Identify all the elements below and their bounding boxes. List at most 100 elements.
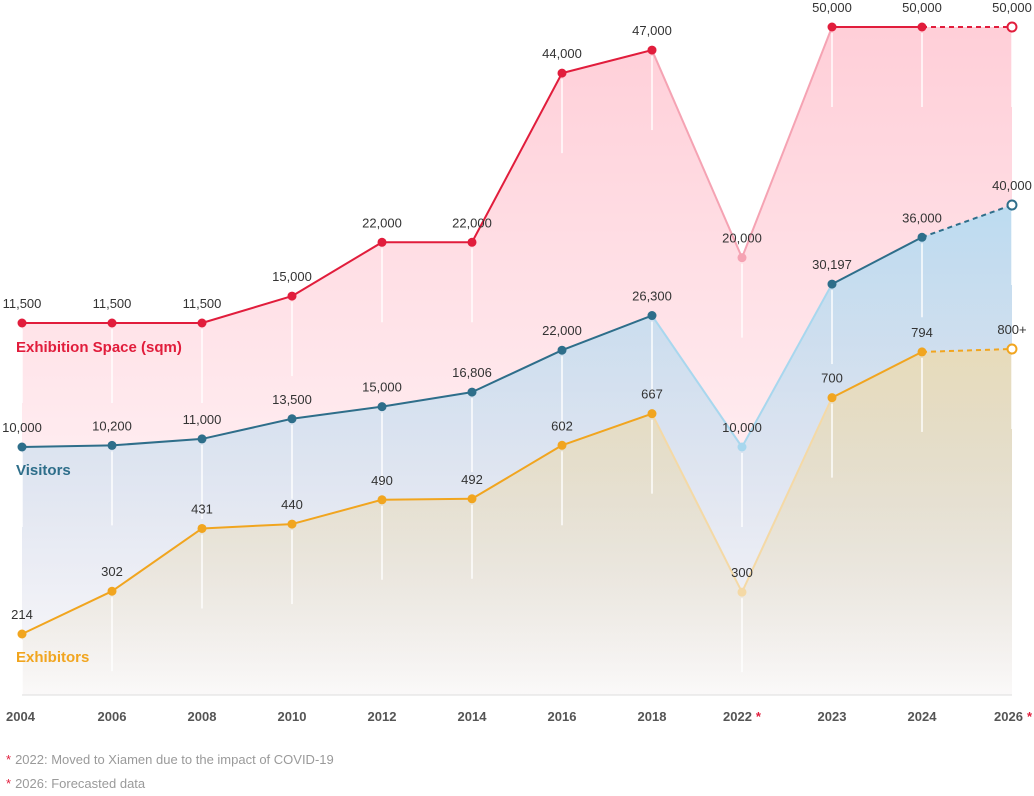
data-label-exhibition_space: 11,500 [93, 296, 132, 311]
data-label-exhibitors: 700 [821, 371, 843, 386]
point-exhibitors [1006, 343, 1018, 355]
data-label-visitors: 36,000 [902, 210, 942, 225]
x-tick-label: 2024 [908, 709, 938, 724]
point-visitors [917, 232, 927, 242]
line-segment-exhibition_space [741, 26, 833, 259]
point-visitors [737, 442, 747, 452]
x-tick-label: 2006 [98, 709, 127, 724]
point-visitors [557, 345, 567, 355]
point-exhibitors [647, 409, 657, 419]
data-label-exhibition_space: 47,000 [632, 23, 672, 38]
point-exhibitors [377, 495, 387, 505]
data-label-exhibitors: 440 [281, 497, 303, 512]
line-segment-exhibitors [831, 351, 923, 399]
line-segment-visitors [741, 283, 833, 448]
series-label-visitors: Visitors [16, 462, 71, 479]
line-segment-visitors [111, 437, 203, 447]
footnote-text: 2022: Moved to Xiamen due to the impact … [15, 752, 334, 767]
x-tick-label: 2008 [188, 709, 217, 724]
point-exhibition_space [557, 68, 567, 78]
point-exhibition_space [1006, 21, 1018, 33]
point-exhibition_space [197, 318, 207, 328]
data-label-exhibitors: 800+ [997, 322, 1026, 337]
data-label-exhibition_space: 11,500 [3, 296, 42, 311]
point-exhibitors [287, 519, 297, 529]
line-segment-exhibition_space [651, 49, 743, 259]
x-tick-label: 2026 * [994, 709, 1033, 724]
point-exhibitors [557, 440, 567, 450]
point-exhibitors [917, 347, 927, 357]
line-segment-visitors [921, 204, 1013, 239]
x-tick-label: 2016 [548, 709, 577, 724]
point-exhibition_space [17, 318, 27, 328]
data-label-exhibitors: 667 [641, 387, 663, 402]
point-visitors [467, 387, 477, 397]
data-label-visitors: 11,000 [183, 412, 222, 427]
line-segment-exhibitors [921, 348, 1013, 353]
line-segment-exhibitors [291, 498, 383, 526]
x-tick-label: 2022 * [723, 709, 762, 724]
line-segment-visitors [21, 444, 113, 448]
data-label-visitors: 40,000 [992, 178, 1032, 193]
data-label-exhibition_space: 50,000 [902, 0, 942, 15]
line-segment-exhibitors [381, 497, 473, 501]
point-exhibitors [827, 393, 837, 403]
data-label-exhibition_space: 44,000 [542, 46, 582, 61]
footnote-marker: * [6, 776, 12, 791]
line-segment-visitors [381, 391, 473, 408]
footnote-2026: * 2026: Forecasted data [6, 772, 334, 796]
footnote-2022: * 2022: Moved to Xiamen due to the impact… [6, 748, 334, 772]
data-label-exhibition_space: 11,500 [183, 296, 222, 311]
point-exhibition_space [917, 22, 927, 32]
series-label-exhibitors: Exhibitors [16, 649, 89, 666]
x-tick-label: 2018 [638, 709, 667, 724]
point-exhibition_space [287, 291, 297, 301]
data-label-exhibition_space: 22,000 [452, 215, 492, 230]
point-exhibitors [197, 523, 207, 533]
point-exhibition_space [827, 22, 837, 32]
point-visitors [1006, 199, 1018, 211]
point-exhibition_space [467, 237, 477, 247]
data-label-exhibitors: 431 [191, 501, 213, 516]
data-label-exhibition_space: 15,000 [272, 269, 312, 284]
x-tick-label: 2010 [278, 709, 307, 724]
data-label-exhibitors: 794 [911, 325, 933, 340]
line-segment-exhibitors [111, 527, 203, 593]
line-segment-visitors [291, 405, 383, 420]
line-segment-exhibition_space [201, 295, 293, 324]
data-label-visitors: 26,300 [632, 289, 672, 304]
point-exhibitors [737, 587, 747, 597]
data-label-exhibition_space: 50,000 [992, 0, 1032, 15]
line-segment-exhibition_space [291, 241, 383, 297]
point-visitors [197, 434, 207, 444]
data-label-exhibitors: 602 [551, 418, 573, 433]
x-tick-label: 2014 [458, 709, 488, 724]
line-segment-exhibitors [201, 523, 293, 530]
point-visitors [377, 402, 387, 412]
data-label-visitors: 10,200 [92, 418, 132, 433]
line-segment-exhibitors [651, 413, 743, 593]
data-label-visitors: 15,000 [362, 380, 402, 395]
data-label-exhibitors: 492 [461, 472, 483, 487]
data-label-visitors: 10,000 [2, 420, 42, 435]
data-label-exhibitors: 214 [11, 607, 33, 622]
point-exhibition_space [107, 318, 117, 328]
footnote-text: 2026: Forecasted data [15, 776, 146, 791]
line-segment-exhibitors [21, 590, 113, 635]
x-tick-label: 2004 [6, 709, 36, 724]
line-segment-exhibition_space [561, 49, 653, 75]
data-label-exhibitors: 300 [731, 565, 753, 580]
line-segment-exhibitors [741, 397, 833, 593]
point-visitors [287, 414, 297, 424]
line-segment-visitors [561, 314, 653, 352]
data-label-visitors: 22,000 [542, 323, 582, 338]
line-segment-visitors [201, 417, 293, 440]
data-label-exhibitors: 302 [101, 564, 123, 579]
point-visitors [827, 279, 837, 289]
point-exhibition_space [377, 237, 387, 247]
area-exhibitors [22, 349, 1012, 695]
point-exhibitors [107, 586, 117, 596]
x-tick-label: 2023 [818, 709, 847, 724]
point-visitors [647, 311, 657, 321]
